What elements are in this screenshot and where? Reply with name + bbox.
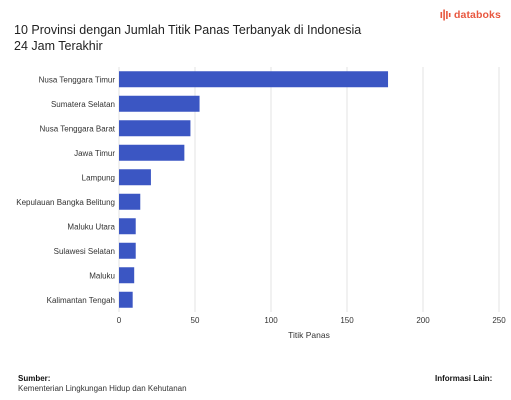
bar — [119, 218, 136, 235]
bar — [119, 95, 200, 112]
x-tick-label: 250 — [492, 316, 506, 325]
bar — [119, 242, 136, 259]
chart-title-line1: 10 Provinsi dengan Jumlah Titik Panas Te… — [14, 23, 362, 37]
category-label: Lampung — [82, 173, 115, 182]
bar — [119, 291, 133, 308]
source-heading: Sumber: — [18, 374, 51, 383]
category-label: Kepulauan Bangka Belitung — [16, 198, 115, 207]
bar — [119, 71, 389, 88]
category-label: Kalimantan Tengah — [47, 296, 115, 305]
x-tick-label: 0 — [117, 316, 122, 325]
category-label: Nusa Tenggara Timur — [39, 75, 116, 84]
category-label: Maluku Utara — [67, 222, 115, 231]
source-value: Kementerian Lingkungan Hidup dan Kehutan… — [18, 384, 187, 393]
category-label: Sumatera Selatan — [51, 100, 115, 109]
category-label: Jawa Timur — [74, 149, 115, 158]
bar — [119, 193, 141, 210]
bar — [119, 169, 151, 186]
pulse-bars-icon — [440, 9, 451, 21]
x-axis-label: Titik Panas — [288, 330, 330, 340]
category-label: Sulawesi Selatan — [54, 247, 115, 256]
bar — [119, 120, 191, 137]
info-heading[interactable]: Informasi Lain: — [435, 374, 493, 383]
category-label: Nusa Tenggara Barat — [40, 124, 116, 133]
x-tick-label: 200 — [416, 316, 430, 325]
category-label: Maluku — [89, 271, 115, 280]
databoks-logo[interactable]: databoks — [440, 9, 501, 21]
chart-title-line2: 24 Jam Terakhir — [14, 39, 103, 53]
chart-title: 10 Provinsi dengan Jumlah Titik Panas Te… — [14, 22, 394, 54]
x-tick-label: 50 — [191, 316, 200, 325]
logo-text: databoks — [454, 9, 501, 21]
source-block: Sumber: Kementerian Lingkungan Hidup dan… — [18, 374, 187, 394]
x-tick-label: 100 — [264, 316, 278, 325]
bar — [119, 267, 135, 284]
bar — [119, 144, 185, 161]
x-tick-label: 150 — [340, 316, 354, 325]
